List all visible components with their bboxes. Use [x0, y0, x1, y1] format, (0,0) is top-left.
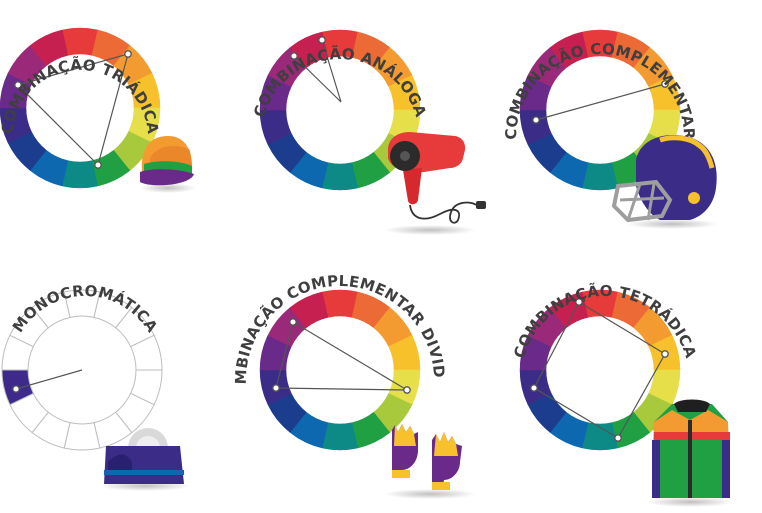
football-helmet-icon [611, 135, 718, 229]
marker [318, 36, 326, 44]
wheel-segment [31, 291, 71, 329]
tape-dispenser-icon [99, 428, 191, 491]
wheel-segment [289, 291, 329, 329]
selection-markers [12, 36, 669, 442]
cap-icon [140, 136, 196, 193]
marker [289, 318, 297, 326]
marker [12, 385, 20, 393]
wheel-segment [321, 422, 359, 451]
marker [614, 434, 622, 442]
jacket-icon [646, 399, 734, 507]
marker [575, 298, 583, 306]
marker [532, 116, 540, 124]
color-wheel-triadic [0, 27, 161, 189]
wheel-segment [61, 160, 99, 189]
wheel-segment [581, 162, 619, 191]
hair-dryer-icon [384, 132, 486, 235]
complementary-connector-line [535, 83, 666, 121]
monochromatic-line [15, 369, 83, 390]
triadic-triangle [16, 53, 129, 167]
monochromatic-connector-line [15, 369, 83, 390]
marker [661, 80, 669, 88]
marker [94, 161, 102, 169]
color-wheel-split-complementary [259, 289, 421, 451]
marker [272, 384, 280, 392]
marker [290, 52, 298, 60]
wheel-segment [29, 29, 69, 67]
split-complementary-lines [275, 321, 408, 391]
marker [530, 384, 538, 392]
wheel-segment [321, 162, 359, 191]
analogous-lines [293, 39, 342, 103]
marker [124, 50, 132, 58]
analogous-connector-lines [293, 39, 342, 103]
gloves-icon [384, 424, 476, 499]
wheel-segment [321, 289, 359, 318]
marker [403, 386, 411, 394]
complementary-line [535, 83, 666, 121]
marker [661, 350, 669, 358]
wheel-segment [61, 27, 99, 56]
wheel-segment [549, 31, 589, 69]
triadic-connector-lines [16, 53, 129, 167]
marker [14, 81, 22, 89]
split-complementary-connector-lines [275, 321, 408, 391]
